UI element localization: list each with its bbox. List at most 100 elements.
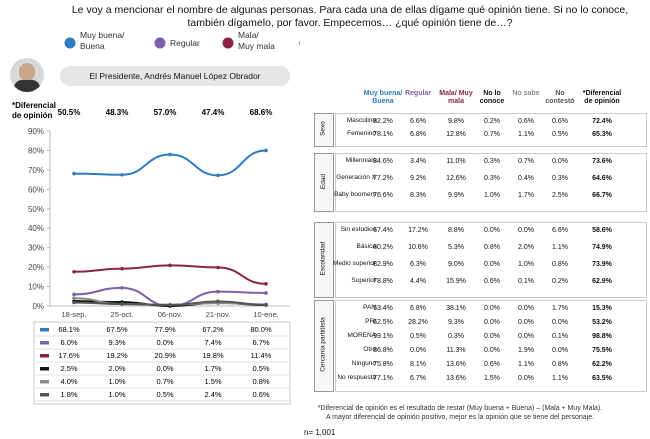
table-cell: 84.6%: [373, 158, 393, 165]
row-label: MORENA: [347, 332, 376, 339]
group-box: [335, 153, 647, 212]
y-tick-label: 40%: [28, 224, 44, 233]
y-tick-label: 30%: [28, 244, 44, 253]
row-label: PAN: [363, 304, 376, 311]
row-label: Femenino: [347, 130, 376, 137]
values-table-border: [33, 321, 291, 405]
table-value: 4.0%: [60, 377, 77, 386]
row-label: No respuesta: [337, 374, 376, 381]
table-cell: 0.7%: [484, 131, 500, 138]
table-cell: 0.0%: [484, 305, 500, 312]
question: Le voy a mencionar el nombre de algunas …: [71, 4, 629, 29]
y-tick-label: 80%: [28, 146, 44, 155]
table-value: 2.5%: [60, 364, 77, 373]
point: [216, 265, 220, 270]
table-cell: 4.4%: [410, 278, 426, 285]
table-cell: 62.9%: [592, 278, 612, 285]
table-cell: 77.2%: [373, 175, 393, 182]
table-cell: 0.1%: [552, 333, 568, 340]
table-cell: 8.8%: [448, 227, 464, 234]
table-cell: 15.3%: [592, 305, 612, 312]
table-value: 0.0%: [156, 338, 173, 347]
table-value: 77.9%: [154, 325, 176, 334]
x-tick-label: 10-ene.: [253, 310, 278, 319]
point: [264, 291, 268, 295]
group-label: Sexo: [319, 121, 327, 136]
table-value: 6.0%: [60, 338, 77, 347]
table-cell: 75.5%: [592, 347, 612, 354]
x-tick-label: 25-oct.: [111, 310, 134, 319]
row-swatch: [40, 393, 49, 397]
legend-label: Mala/Muy mala: [238, 30, 275, 51]
group-box: [335, 113, 647, 147]
table-cell: 0.5%: [552, 131, 568, 138]
table-cell: 75.8%: [373, 361, 393, 368]
table-cell: 1.5%: [484, 375, 500, 382]
table-cell: 6.7%: [410, 375, 426, 382]
table-value: 67.2%: [202, 325, 224, 334]
table-cell: 12.8%: [446, 131, 466, 138]
row-label: Medio superior: [333, 260, 376, 267]
table-cell: 0.2%: [552, 278, 568, 285]
column-header: No lo conoce: [479, 90, 505, 105]
table-cell: 1.9%: [518, 347, 534, 354]
table-cell: 0.0%: [484, 227, 500, 234]
row-swatch: [40, 367, 49, 371]
table-cell: 0.7%: [518, 158, 534, 165]
table-cell: 82.2%: [373, 118, 393, 125]
table-cell: 3.4%: [410, 158, 426, 165]
legend-swatch: [64, 37, 76, 49]
point: [72, 300, 76, 305]
group-label: Escolaridad: [319, 241, 327, 276]
table-value: 1.7%: [204, 364, 221, 373]
point: [216, 299, 220, 304]
table-cell: 0.0%: [484, 261, 500, 268]
group-box: [314, 222, 334, 298]
table-value: 9.3%: [108, 338, 125, 347]
table-cell: 0.3%: [484, 158, 500, 165]
sample-size: n= 1,001: [304, 428, 336, 437]
table-cell: 53.4%: [373, 305, 393, 312]
point: [120, 172, 124, 177]
table-cell: 0.6%: [484, 278, 500, 285]
row-label: Baby boomers: [334, 191, 376, 198]
row-swatch: [40, 341, 49, 345]
group-box: [314, 153, 334, 212]
y-tick-label: 10%: [28, 283, 44, 292]
table-cell: 2.0%: [518, 244, 534, 251]
table-cell: 0.8%: [552, 261, 568, 268]
table-value: 0.6%: [252, 390, 269, 399]
table-cell: 1.1%: [552, 244, 568, 251]
table-cell: 0.3%: [448, 333, 464, 340]
row-label: Millennials: [345, 157, 376, 164]
table-cell: 6.8%: [410, 305, 426, 312]
row-swatch: [40, 328, 49, 332]
table-value: 68.1%: [58, 325, 80, 334]
table-cell: 0.0%: [552, 158, 568, 165]
series-line: [73, 264, 267, 285]
point: [120, 302, 124, 306]
group-label: Edad: [319, 173, 327, 189]
table-cell: 13.6%: [446, 361, 466, 368]
table-cell: 1.7%: [552, 305, 568, 312]
table-cell: 0.0%: [518, 319, 534, 326]
table-cell: 0.6%: [518, 118, 534, 125]
column-header: *Diferencial de opinión: [582, 90, 622, 105]
column-header: Regular: [404, 90, 432, 97]
y-tick-label: 20%: [28, 263, 44, 272]
y-tick-label: 50%: [28, 205, 44, 214]
table-value: 0.5%: [252, 364, 269, 373]
point: [120, 266, 124, 271]
table-cell: 0.4%: [518, 175, 534, 182]
table-cell: 0.0%: [552, 319, 568, 326]
table-cell: 1.0%: [518, 261, 534, 268]
table-cell: 5.3%: [448, 244, 464, 251]
table-value: 20.9%: [154, 351, 176, 360]
table-cell: 64.6%: [592, 175, 612, 182]
table-value: 2.4%: [204, 390, 221, 399]
column-header: Muy buena/ Buena: [363, 90, 403, 105]
column-header: No contestó: [545, 90, 575, 105]
diferencial-value: 48.3%: [106, 108, 129, 117]
